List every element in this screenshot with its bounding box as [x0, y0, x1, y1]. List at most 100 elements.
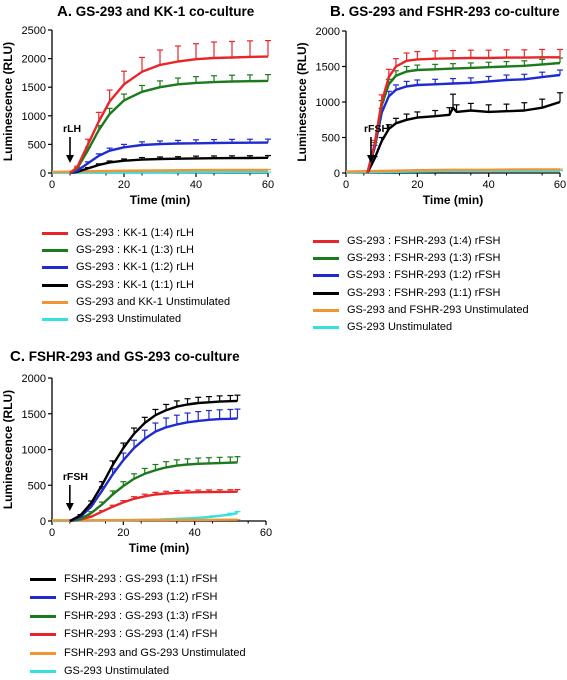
series-1	[69, 408, 241, 523]
legend-swatch	[30, 614, 56, 618]
legend-label: GS-293 : KK-1 (1:3) rLH	[76, 244, 194, 257]
x-tick-label: 40	[189, 527, 201, 539]
panel-b-title-text: GS-293 and FSHR-293 co-culture	[348, 4, 560, 19]
panel-b-title: B. GS-293 and FSHR-293 co-culture	[330, 3, 560, 20]
y-axis-label: Luminescence (RLU)	[1, 42, 15, 161]
legend-label: GS-293 Unstimulated	[347, 321, 453, 333]
panel-c-title-text: FSHR-293 and GS-293 co-culture	[28, 349, 240, 364]
series-1	[366, 57, 563, 174]
panel-a-letter: A.	[57, 3, 72, 20]
series-line	[69, 417, 238, 523]
series-4	[345, 168, 563, 173]
panel-a: A. GS-293 and KK-1 co-culture 0 500 1000 15…	[0, 0, 290, 340]
series-line	[366, 73, 561, 174]
legend-swatch	[42, 266, 68, 270]
series-line	[69, 461, 238, 523]
legend-label: FSHR-293 : GS-293 (1:2) rFSH	[64, 591, 218, 604]
legend-swatch	[42, 318, 68, 321]
series-3	[366, 92, 563, 174]
panel-c-letter: C.	[10, 348, 25, 365]
x-tick-label: 60	[260, 527, 272, 539]
y-tick-label: 0	[40, 516, 46, 528]
legend-label: GS-293 : FSHR-293 (1:4) rFSH	[347, 235, 501, 247]
legend-label: FSHR-293 and GS-293 Unstimulated	[64, 646, 246, 659]
panel-b-chart: 0 500 1000 1500 2000 0 20 40 60 Time (min) Lumines…	[295, 26, 566, 207]
panel-a-chart: 0 500 1000 1500 2000 2500 0 20 40 60 Time (min) Lum…	[1, 25, 274, 207]
y-tick-label: 1500	[22, 82, 46, 94]
y-tick-label: 2500	[22, 25, 46, 37]
legend-swatch	[30, 633, 56, 637]
x-tick-label: 20	[118, 179, 130, 191]
stimulus-label: rLH	[63, 123, 81, 135]
series-line	[345, 168, 560, 173]
y-tick-label: 500	[28, 139, 46, 151]
y-tick-label: 1500	[22, 409, 46, 421]
panel-a-title-text: GS-293 and KK-1 co-culture	[75, 4, 255, 19]
legend-label: GS-293 : FSHR-293 (1:2) rFSH	[347, 269, 501, 282]
panel-c-chart: 0 500 1000 1500 2000 0 20 40 60 Time (min) Lumines…	[1, 373, 272, 555]
stimulus-annotation: rFSH	[63, 471, 88, 511]
legend-label: GS-293 and FSHR-293 Unstimulated	[347, 303, 529, 316]
legend-swatch	[42, 283, 68, 287]
legend-label: GS-293 : FSHR-293 (1:3) rFSH	[347, 252, 501, 265]
y-tick-label: 0	[334, 168, 340, 180]
series-line	[69, 79, 269, 175]
panel-a-title: A. GS-293 and KK-1 co-culture	[57, 3, 254, 20]
legend-swatch	[30, 651, 56, 655]
series-line	[69, 490, 238, 523]
x-axis-label: Time (min)	[129, 541, 189, 555]
legend-swatch	[313, 291, 339, 295]
series-line	[366, 61, 561, 174]
x-axis-label: Time (min)	[423, 193, 483, 207]
series-0	[69, 39, 271, 174]
x-tick-label: 40	[483, 179, 495, 191]
y-tick-label: 500	[322, 133, 340, 145]
series-line	[69, 55, 269, 174]
x-tick-label: 20	[117, 527, 129, 539]
legend-swatch	[42, 232, 68, 235]
legend-label: FSHR-293 : GS-293 (1:4) rFSH	[64, 628, 218, 641]
stimulus-arrow-head	[66, 155, 74, 163]
x-tick-label: 60	[262, 179, 274, 191]
x-tick-label: 0	[49, 179, 55, 191]
panel-c: C. FSHR-293 and GS-293 co-culture 0 500 10…	[0, 345, 300, 677]
legend-swatch	[30, 596, 56, 600]
stimulus-arrow-head	[65, 503, 74, 511]
series-4	[52, 518, 241, 522]
y-tick-label: 0	[40, 168, 46, 180]
stimulus-annotation: rFSH	[364, 123, 389, 163]
series-2	[69, 456, 241, 523]
series-line	[69, 156, 269, 175]
y-tick-label: 2000	[22, 373, 46, 385]
series-line	[51, 168, 268, 174]
legend-swatch	[42, 249, 68, 253]
x-tick-label: 0	[49, 527, 55, 539]
series-2	[366, 69, 563, 174]
legend-label: FSHR-293 : GS-293 (1:1) rFSH	[64, 573, 218, 585]
series-0	[69, 394, 241, 523]
stimulus-arrow-head	[366, 155, 375, 163]
legend-swatch	[313, 308, 339, 312]
series-line	[366, 56, 560, 174]
series-line	[69, 141, 269, 175]
y-tick-label: 1500	[316, 62, 340, 74]
stimulus-label: rFSH	[63, 471, 88, 483]
series-3	[69, 488, 241, 523]
legend-label: GS-293 : KK-1 (1:1) rLH	[76, 278, 194, 291]
legend-swatch	[30, 670, 56, 673]
legend-label: GS-293 : FSHR-293 (1:1) rFSH	[347, 286, 501, 299]
series-0	[366, 48, 563, 174]
legend-label: GS-293 : KK-1 (1:4) rLH	[76, 227, 194, 239]
y-tick-label: 1000	[316, 97, 340, 109]
panel-b-letter: B.	[330, 3, 345, 20]
y-axis-label: Luminescence (RLU)	[1, 390, 15, 509]
panel-c-title: C. FSHR-293 and GS-293 co-culture	[10, 348, 240, 365]
legend-label: FSHR-293 : GS-293 (1:3) rFSH	[64, 609, 218, 622]
stimulus-label: rFSH	[364, 123, 389, 135]
legend-swatch	[313, 274, 339, 278]
y-tick-label: 1000	[22, 445, 46, 457]
x-tick-label: 20	[411, 179, 423, 191]
legend-swatch	[313, 240, 339, 243]
legend-label: GS-293 : KK-1 (1:2) rLH	[76, 261, 194, 274]
y-tick-label: 2000	[22, 54, 46, 66]
